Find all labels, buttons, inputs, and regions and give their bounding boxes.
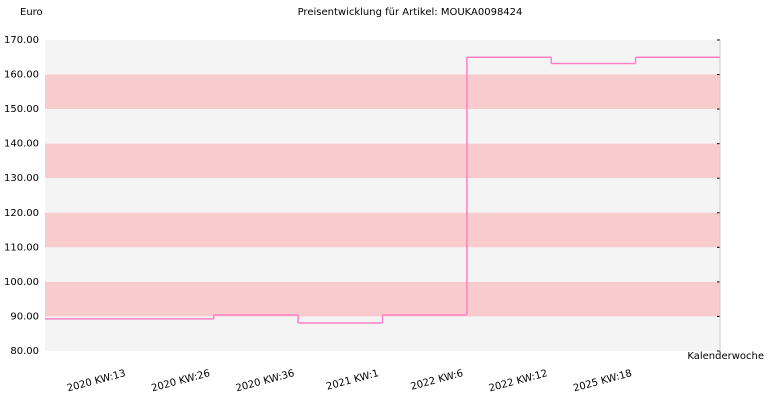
background-band bbox=[45, 178, 720, 213]
x-tick-label: 2022 KW:6 bbox=[410, 368, 465, 393]
background-band bbox=[45, 109, 720, 144]
y-tick-label: 160.00 bbox=[4, 70, 39, 81]
chart-title: Preisentwicklung für Artikel: MOUKA00984… bbox=[298, 7, 523, 18]
y-tick-label: 170.00 bbox=[4, 35, 39, 46]
y-tick-label: 100.00 bbox=[4, 277, 39, 288]
background-band bbox=[45, 281, 720, 317]
y-axis-label: Euro bbox=[20, 7, 43, 18]
x-axis-label: Kalenderwoche bbox=[687, 351, 764, 362]
x-tick-label: 2021 KW:1 bbox=[325, 368, 380, 393]
x-tick-label: 2022 KW:12 bbox=[488, 368, 549, 394]
x-tick-label: 2025 KW:18 bbox=[572, 368, 633, 394]
background-band bbox=[45, 143, 720, 179]
background-band bbox=[45, 247, 720, 282]
y-tick-label: 110.00 bbox=[4, 242, 39, 253]
background-band bbox=[45, 212, 720, 248]
y-tick-label: 120.00 bbox=[4, 208, 39, 219]
y-tick-label: 150.00 bbox=[4, 104, 39, 115]
y-tick-label: 130.00 bbox=[4, 173, 39, 184]
x-tick-label: 2020 KW:26 bbox=[150, 368, 211, 394]
background-band bbox=[45, 74, 720, 110]
y-tick-label: 80.00 bbox=[10, 346, 39, 357]
y-tick-label: 140.00 bbox=[4, 139, 39, 150]
background-band bbox=[45, 40, 720, 75]
x-tick-label: 2020 KW:36 bbox=[235, 368, 296, 394]
x-tick-label: 2020 KW:13 bbox=[66, 368, 127, 394]
y-tick-label: 90.00 bbox=[10, 311, 39, 322]
